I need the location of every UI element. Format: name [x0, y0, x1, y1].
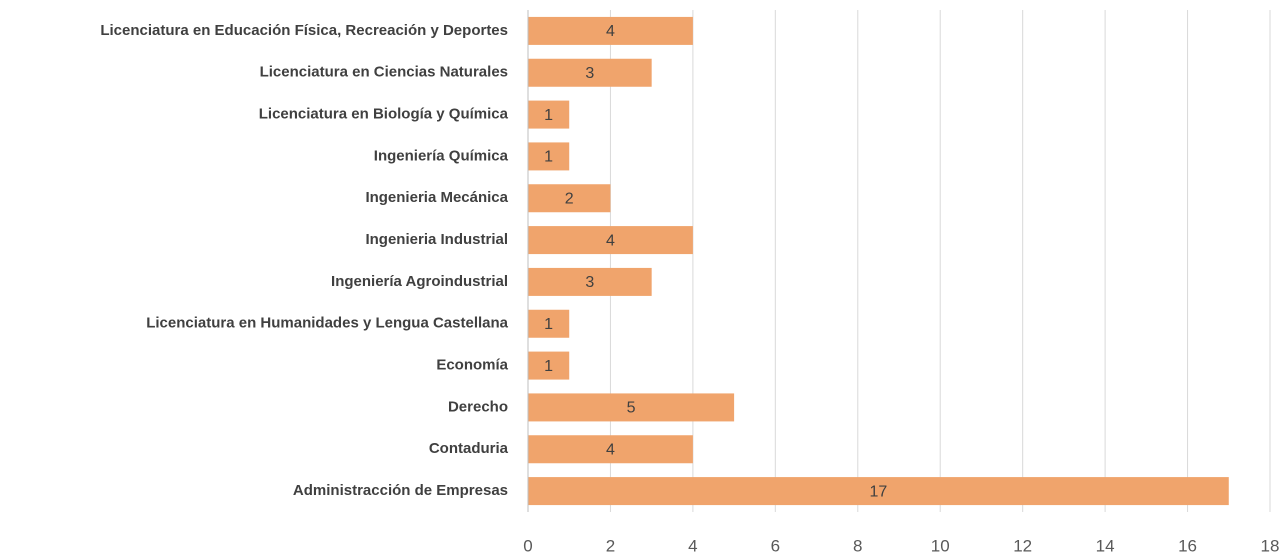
x-tick-label: 12 [1013, 536, 1032, 555]
bar [528, 393, 735, 422]
bar [528, 226, 693, 255]
bar [528, 142, 570, 171]
value-label: 3 [585, 65, 594, 82]
value-label: 3 [585, 274, 594, 291]
y-tick-label: Licenciatura en Humanidades y Lengua Cas… [146, 315, 508, 332]
x-tick-label: 2 [606, 536, 615, 555]
value-label: 5 [627, 400, 636, 417]
value-label: 2 [565, 190, 574, 207]
value-label: 4 [606, 23, 615, 40]
bar [528, 351, 570, 380]
x-tick-label: 8 [853, 536, 862, 555]
x-tick-label: 0 [523, 536, 532, 555]
x-tick-label: 4 [688, 536, 697, 555]
x-tick-label: 16 [1178, 536, 1197, 555]
value-label: 17 [869, 483, 887, 500]
value-label: 4 [606, 232, 615, 249]
y-tick-label: Licenciatura en Educación Física, Recrea… [100, 22, 508, 39]
x-tick-label: 14 [1096, 536, 1115, 555]
y-tick-label: Ingeniería Química [374, 147, 509, 164]
bar [528, 477, 1229, 506]
value-label: 4 [606, 441, 615, 458]
bar [528, 100, 570, 129]
value-label: 1 [544, 316, 553, 333]
y-tick-label: Licenciatura en Ciencias Naturales [260, 64, 508, 81]
value-label: 1 [544, 107, 553, 124]
y-tick-label: Ingenieria Mecánica [365, 189, 508, 206]
y-tick-label: Economía [436, 357, 508, 374]
y-tick-label: Ingeniería Agroindustrial [331, 273, 508, 290]
value-label: 1 [544, 358, 553, 375]
bar [528, 184, 611, 213]
y-tick-label: Contaduria [429, 440, 509, 457]
y-tick-label: Licenciatura en Biología y Química [259, 106, 509, 123]
x-tick-label: 18 [1261, 536, 1280, 555]
x-tick-label: 10 [931, 536, 950, 555]
value-label: 1 [544, 149, 553, 166]
y-tick-label: Derecho [448, 398, 508, 415]
bar [528, 267, 652, 296]
bar [528, 309, 570, 338]
y-tick-label: Administracción de Empresas [293, 482, 508, 499]
y-tick-label: Ingenieria Industrial [365, 231, 508, 248]
x-tick-label: 6 [771, 536, 780, 555]
bar [528, 58, 652, 87]
bar [528, 16, 693, 45]
bar [528, 435, 693, 464]
